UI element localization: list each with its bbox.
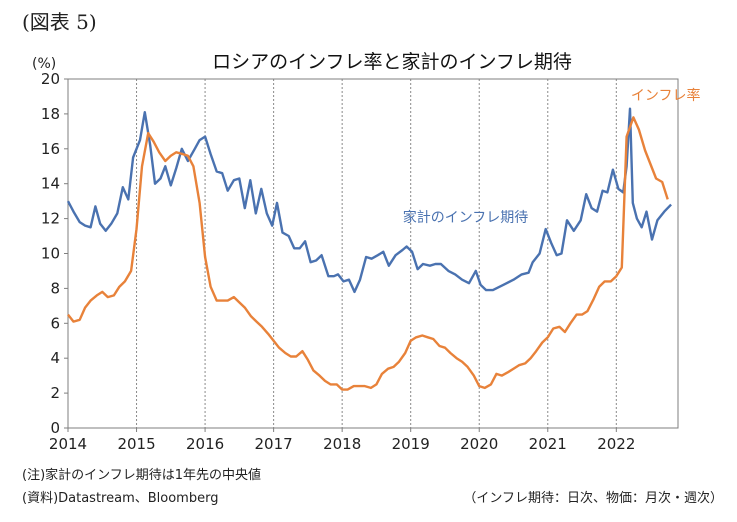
y-tick-label: 6: [50, 314, 60, 332]
y-tick-labels: 0 2 4 6 8 10 12 14 16 18 20: [41, 70, 60, 437]
source-note: (資料)Datastream、Bloomberg: [22, 491, 219, 506]
series-labels: 家計のインフレ期待 インフレ率: [403, 87, 701, 226]
x-tick-label: 2018: [323, 435, 361, 453]
footnote: (注)家計のインフレ期待は1年先の中央値: [22, 468, 262, 483]
x-tick-label: 2017: [255, 435, 293, 453]
frequency-note: （インフレ期待：日次、物価：月次・週次）: [463, 491, 723, 506]
series-label-1: インフレ率: [631, 87, 701, 104]
axes: [64, 78, 679, 432]
y-tick-label: 2: [50, 384, 60, 402]
x-tick-label: 2014: [49, 435, 87, 453]
x-tick-label: 2020: [460, 435, 498, 453]
y-tick-label: 20: [41, 70, 60, 88]
y-tick-label: 4: [50, 349, 60, 367]
series-line-0: [66, 107, 672, 294]
x-tick-label: 2016: [186, 435, 224, 453]
y-tick-label: 12: [41, 210, 60, 228]
y-tick-label: 14: [41, 175, 60, 193]
series-line-1: [67, 116, 669, 391]
y-tick-label: 10: [41, 245, 60, 263]
grid-lines: [136, 79, 617, 428]
series-group: [66, 107, 672, 391]
y-tick-label: 18: [41, 105, 60, 123]
x-tick-label: 2022: [597, 435, 635, 453]
x-tick-label: 2021: [529, 435, 567, 453]
x-tick-label: 2019: [392, 435, 430, 453]
plot-frame: [67, 78, 679, 429]
series-label-0: 家計のインフレ期待: [403, 209, 529, 226]
x-tick-label: 2015: [117, 435, 155, 453]
y-tick-label: 0: [50, 419, 60, 437]
figure-label: (図表 5): [22, 10, 97, 34]
chart-title: ロシアのインフレ率と家計のインフレ期待: [212, 51, 572, 73]
y-tick-label: 16: [41, 140, 60, 158]
x-tick-labels: 2014 2015 2016 2017 2018 2019 2020 2021 2022: [49, 435, 636, 453]
y-tick-label: 8: [50, 279, 60, 297]
y-axis-unit: (%): [32, 56, 56, 72]
